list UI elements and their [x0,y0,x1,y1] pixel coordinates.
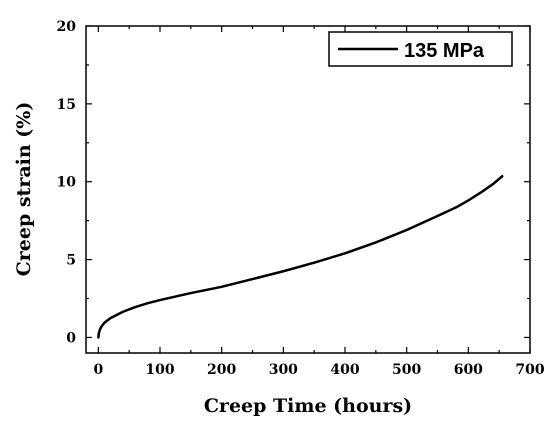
y-axis-title: Creep strain (%) [13,102,35,277]
x-axis-title: Creep Time (hours) [204,395,412,417]
x-tick-label: 700 [515,362,544,378]
x-tick-label: 600 [454,362,483,378]
series-line-0 [97,175,504,339]
y-tick-label: 0 [66,330,76,346]
y-tick-label: 5 [66,253,76,269]
x-tick-label: 300 [269,362,298,378]
tick-labels-layer: 0 100 200 300 400 500 600 700 0 5 10 15 20 [57,19,545,378]
x-tick-label: 100 [145,362,174,378]
series-layer [97,175,504,339]
x-tick-label: 500 [392,362,421,378]
y-tick-label: 15 [57,97,76,113]
y-tick-label: 10 [57,175,77,191]
x-tick-label: 200 [207,362,236,378]
x-tick-label: 0 [93,362,103,378]
y-tick-label: 20 [57,19,77,35]
ticks-layer [86,25,531,353]
legend: 135 MPa [328,31,513,67]
legend-label: 135 MPa [404,40,485,62]
x-tick-label: 400 [330,362,359,378]
plot-frame [85,25,531,354]
